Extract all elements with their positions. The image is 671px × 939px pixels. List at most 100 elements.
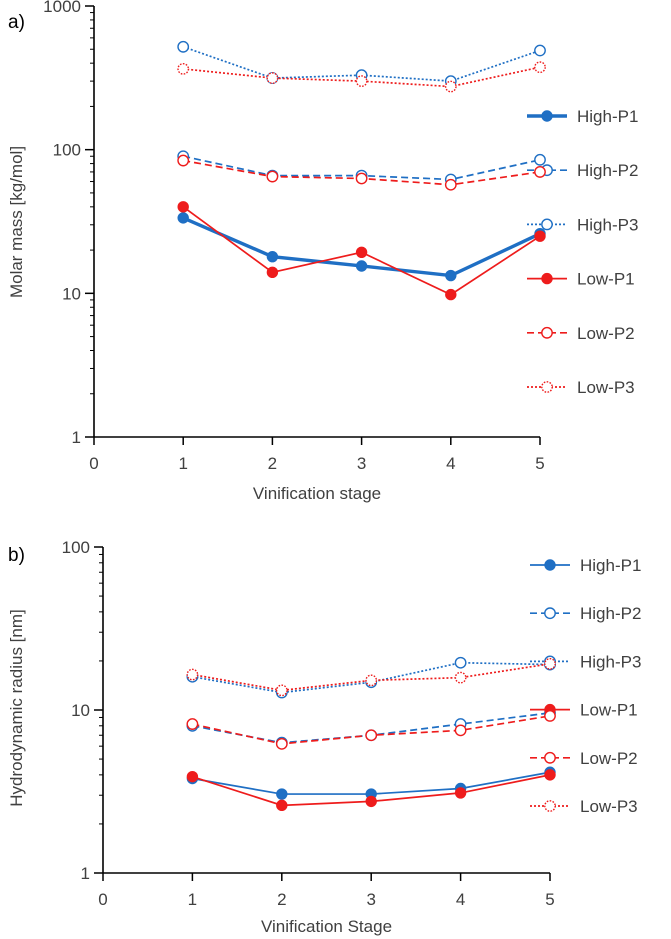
data-point [534, 153, 546, 166]
x-tick-label: 2 [268, 454, 277, 473]
data-point [276, 799, 288, 812]
data-point [266, 72, 279, 84]
data-point [177, 40, 190, 53]
legend-item-low-p1: Low-P1 [530, 701, 638, 720]
y-tick-label: 1 [81, 864, 90, 883]
x-tick-label: 2 [277, 890, 286, 909]
x-tick-label: 3 [357, 454, 366, 473]
data-point [355, 260, 368, 272]
legend-marker [544, 559, 556, 571]
data-point [266, 250, 279, 263]
legend-item-high-p2: High-P2 [527, 161, 638, 180]
data-point [534, 230, 546, 242]
legend-marker [544, 607, 556, 620]
legend-marker [541, 218, 553, 231]
legend-label: Low-P2 [580, 749, 638, 768]
legend-label: High-P2 [580, 604, 641, 623]
y-axis-title: Hydrodynamic radius [nm] [7, 609, 26, 806]
data-point [186, 718, 199, 730]
series-low-p2 [186, 710, 556, 750]
series-low-p3 [186, 657, 556, 697]
data-point [355, 246, 368, 259]
data-point [365, 674, 378, 687]
legend-item-high-p1: High-P1 [527, 107, 638, 126]
data-point [177, 201, 189, 213]
data-point [454, 787, 467, 799]
legend-marker [541, 326, 553, 339]
panel-label: b) [8, 545, 25, 566]
data-point [454, 724, 467, 737]
x-tick-label: 3 [366, 890, 375, 909]
legend-item-low-p1: Low-P1 [527, 270, 635, 289]
x-axis-title: Vinification Stage [261, 917, 392, 936]
x-tick-label: 4 [456, 890, 465, 909]
y-axis-title: Molar mass [kg/mol] [7, 146, 26, 298]
x-tick-label: 4 [446, 454, 455, 473]
data-point [355, 75, 368, 88]
y-tick-label: 1 [72, 428, 81, 447]
legend-marker [541, 110, 553, 122]
series-low-p1 [177, 201, 546, 301]
legend-label: Low-P3 [580, 797, 638, 816]
legend-label: Low-P1 [577, 270, 635, 289]
series-low-p1 [186, 769, 556, 812]
data-point [445, 269, 457, 282]
data-point [275, 684, 288, 697]
legend-item-low-p2: Low-P2 [527, 324, 635, 343]
series-low-p2 [177, 154, 546, 191]
data-point [177, 62, 190, 75]
panel-label: a) [8, 12, 25, 33]
data-point [365, 795, 377, 808]
legend-label: High-P3 [580, 652, 641, 671]
data-point [275, 737, 288, 750]
y-tick-label: 10 [62, 284, 81, 303]
legend-item-low-p2: Low-P2 [530, 749, 638, 768]
data-point [544, 657, 556, 670]
legend-item-high-p1: High-P1 [530, 556, 641, 575]
data-point [444, 178, 457, 191]
legend-label: High-P1 [577, 107, 638, 126]
y-tick-label: 100 [62, 538, 90, 557]
data-point [454, 671, 467, 684]
legend-label: High-P3 [577, 215, 638, 234]
legend-item-high-p2: High-P2 [530, 604, 641, 623]
data-point [534, 61, 546, 74]
series-high-p2 [186, 706, 556, 749]
y-tick-label: 10 [71, 701, 90, 720]
data-point [177, 212, 189, 224]
x-tick-label: 0 [98, 890, 107, 909]
legend-marker [544, 751, 556, 764]
data-point [177, 154, 190, 167]
data-point [534, 166, 546, 178]
data-point [544, 769, 556, 781]
legend-item-low-p3: Low-P3 [530, 797, 638, 816]
legend-marker [541, 381, 553, 393]
legend-label: Low-P3 [577, 378, 635, 397]
legend-label: Low-P2 [577, 324, 635, 343]
y-tick-label: 100 [53, 141, 81, 160]
data-point [544, 710, 556, 722]
data-point [445, 288, 457, 301]
x-tick-label: 1 [188, 890, 197, 909]
x-tick-label: 1 [178, 454, 187, 473]
legend-item-high-p3: High-P3 [527, 215, 638, 234]
x-tick-label: 5 [545, 890, 554, 909]
series-high-p1 [186, 766, 556, 800]
data-point [534, 44, 546, 57]
data-point [276, 788, 288, 800]
data-point [186, 770, 199, 783]
data-point [365, 729, 378, 742]
legend-label: High-P1 [580, 556, 641, 575]
legend-marker [544, 800, 556, 812]
data-point [186, 668, 199, 681]
series-line [182, 45, 541, 82]
data-point [454, 656, 467, 669]
y-tick-label: 1000 [43, 0, 81, 16]
data-point [355, 172, 368, 185]
data-point [266, 170, 279, 183]
legend-item-low-p3: Low-P3 [527, 378, 635, 397]
x-tick-label: 0 [89, 454, 98, 473]
legend-label: High-P2 [577, 161, 638, 180]
